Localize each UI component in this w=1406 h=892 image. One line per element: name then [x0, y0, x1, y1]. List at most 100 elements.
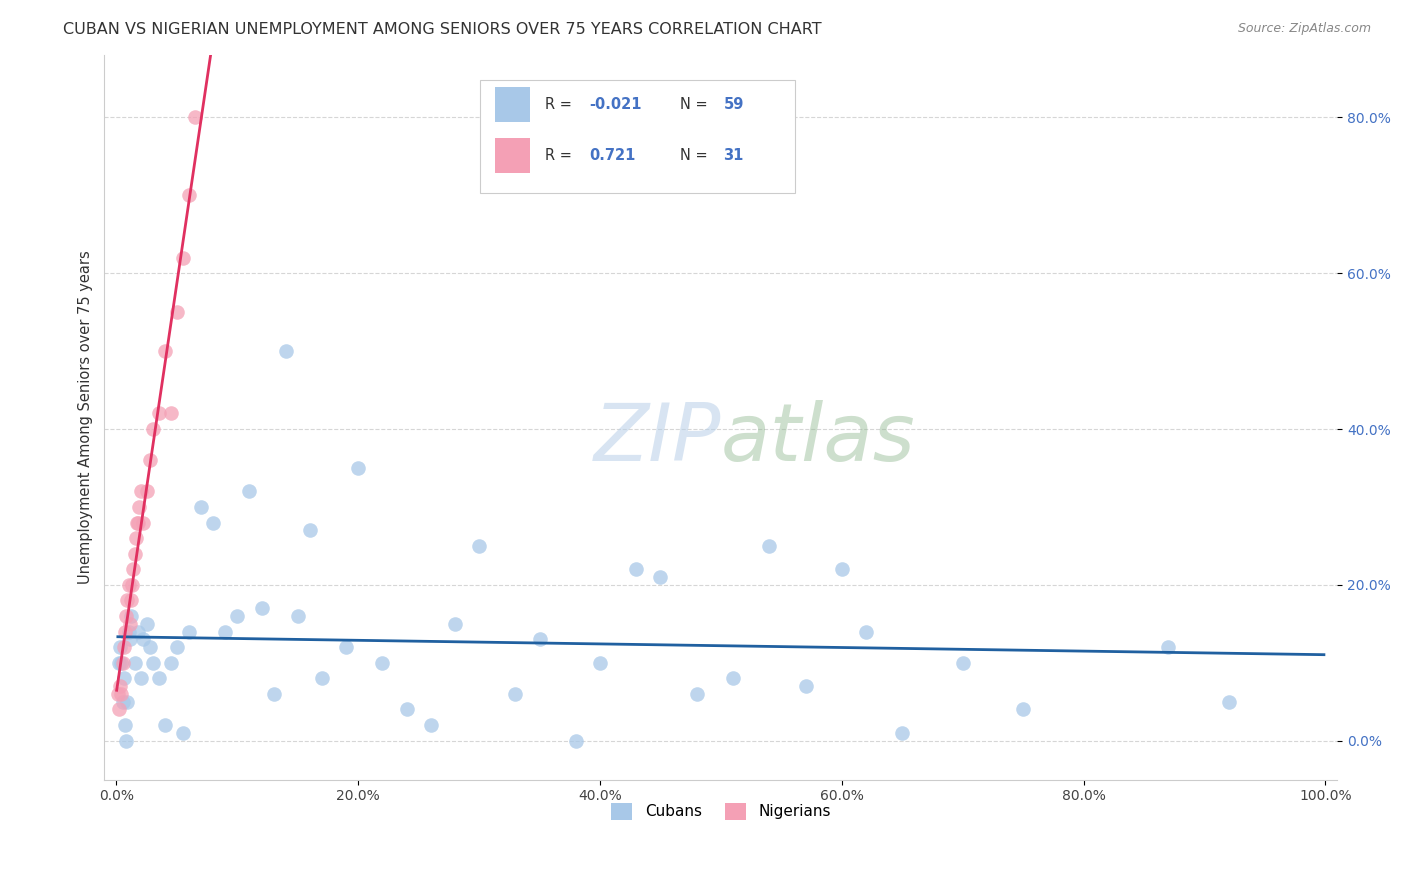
Point — [117, 624, 139, 639]
Point — [160, 407, 183, 421]
Point — [855, 624, 877, 639]
Point — [529, 632, 551, 647]
Point — [1012, 702, 1035, 716]
Text: 0.721: 0.721 — [589, 148, 636, 162]
Point — [287, 609, 309, 624]
Point — [127, 516, 149, 530]
Point — [132, 516, 155, 530]
Point — [250, 601, 273, 615]
Point — [589, 656, 612, 670]
Point — [115, 609, 138, 624]
Point — [142, 422, 165, 436]
Point — [117, 578, 139, 592]
Point — [565, 733, 588, 747]
Point — [335, 640, 357, 655]
Point — [129, 484, 152, 499]
Point — [135, 484, 157, 499]
Point — [127, 624, 149, 639]
Text: Source: ZipAtlas.com: Source: ZipAtlas.com — [1237, 22, 1371, 36]
Point — [124, 547, 146, 561]
Point — [177, 188, 200, 202]
Point — [190, 500, 212, 514]
Point — [117, 593, 139, 607]
Point — [444, 616, 467, 631]
Point — [468, 539, 491, 553]
Point — [794, 679, 817, 693]
Point — [238, 484, 260, 499]
Y-axis label: Unemployment Among Seniors over 75 years: Unemployment Among Seniors over 75 years — [79, 251, 93, 584]
Point — [121, 578, 143, 592]
Point — [132, 632, 155, 647]
Point — [831, 562, 853, 576]
Point — [274, 344, 297, 359]
Point — [626, 562, 648, 576]
Point — [226, 609, 249, 624]
Point — [112, 671, 135, 685]
Point — [214, 624, 236, 639]
Point — [153, 718, 176, 732]
Text: ZIP: ZIP — [593, 401, 721, 478]
Point — [166, 305, 188, 319]
Point — [110, 656, 132, 670]
Point — [118, 616, 141, 631]
Point — [124, 656, 146, 670]
Point — [142, 656, 165, 670]
Point — [114, 624, 136, 639]
Point — [112, 640, 135, 655]
Point — [505, 687, 527, 701]
FancyBboxPatch shape — [495, 137, 530, 172]
Point — [117, 695, 139, 709]
Point — [166, 640, 188, 655]
Point — [122, 562, 145, 576]
Point — [125, 531, 148, 545]
Point — [202, 516, 225, 530]
Text: 31: 31 — [723, 148, 744, 162]
Point — [172, 726, 194, 740]
Text: -0.021: -0.021 — [589, 97, 641, 112]
Point — [120, 609, 142, 624]
Text: R =: R = — [544, 97, 576, 112]
Point — [111, 656, 134, 670]
Point — [153, 344, 176, 359]
Point — [110, 687, 132, 701]
Text: R =: R = — [544, 148, 576, 162]
Point — [107, 687, 129, 701]
Point — [298, 524, 321, 538]
Point — [1157, 640, 1180, 655]
Text: N =: N = — [681, 148, 713, 162]
Point — [160, 656, 183, 670]
Point — [371, 656, 394, 670]
Point — [125, 516, 148, 530]
Point — [419, 718, 441, 732]
Point — [115, 733, 138, 747]
Point — [721, 671, 744, 685]
Point — [108, 702, 131, 716]
Point — [108, 679, 131, 693]
Point — [952, 656, 974, 670]
Point — [263, 687, 285, 701]
Point — [128, 500, 150, 514]
Point — [111, 695, 134, 709]
Point — [148, 671, 170, 685]
Point — [650, 570, 672, 584]
Point — [347, 461, 370, 475]
Point — [184, 111, 207, 125]
Point — [758, 539, 780, 553]
Text: atlas: atlas — [721, 401, 915, 478]
Point — [139, 453, 162, 467]
Point — [120, 593, 142, 607]
Point — [172, 251, 194, 265]
Text: 59: 59 — [723, 97, 744, 112]
Point — [686, 687, 709, 701]
Point — [114, 718, 136, 732]
Point — [108, 656, 131, 670]
Point — [108, 640, 131, 655]
Point — [177, 624, 200, 639]
Point — [395, 702, 418, 716]
FancyBboxPatch shape — [481, 80, 794, 193]
Point — [118, 632, 141, 647]
FancyBboxPatch shape — [495, 87, 530, 122]
Point — [148, 407, 170, 421]
Point — [311, 671, 333, 685]
Point — [1218, 695, 1240, 709]
